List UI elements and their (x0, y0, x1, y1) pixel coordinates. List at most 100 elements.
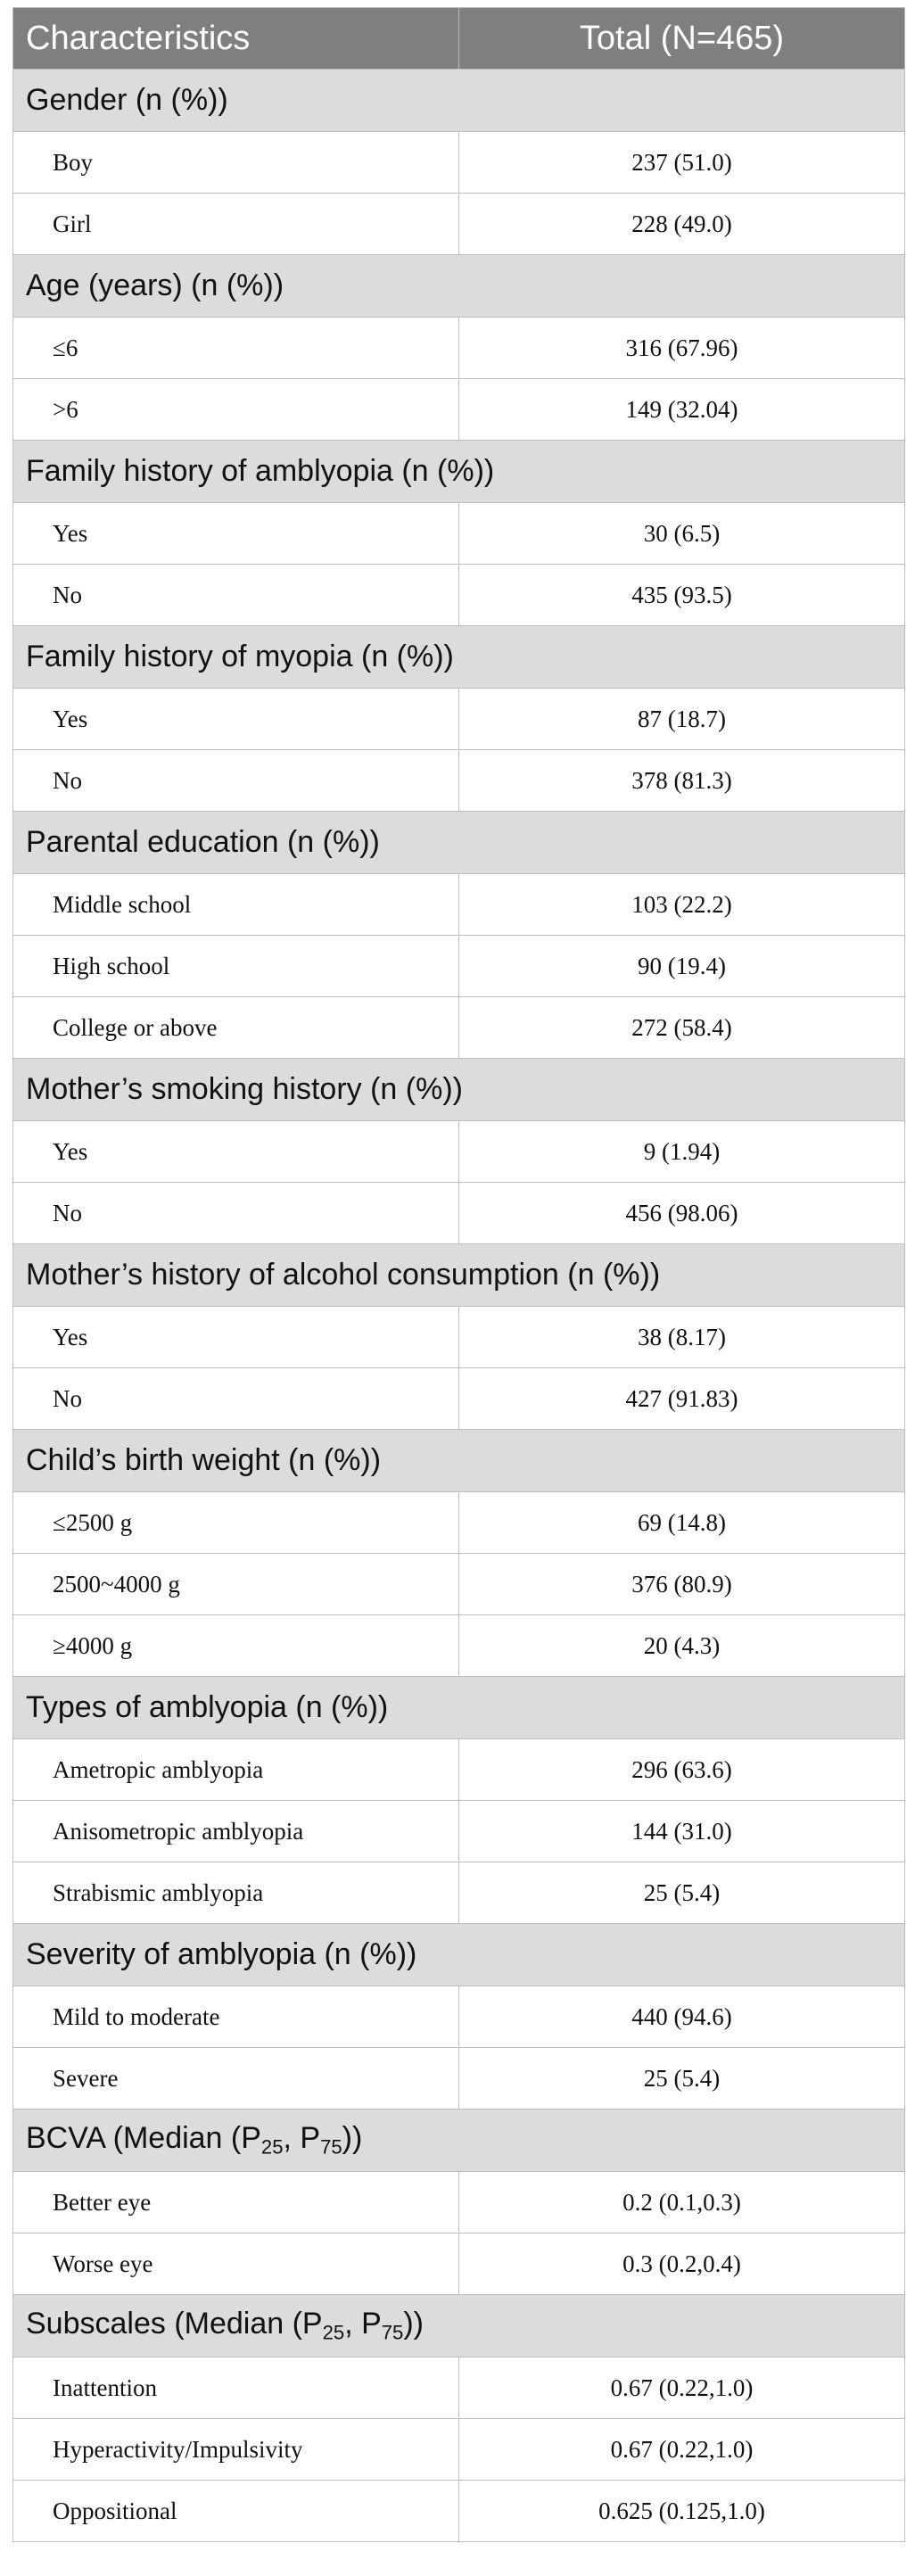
table-row: Hyperactivity/Impulsivity 0.67 (0.22,1.0) (12, 2418, 905, 2481)
row-value: 87 (18.7) (458, 688, 905, 750)
row-value: 378 (81.3) (458, 749, 905, 812)
header-total: Total (N=465) (458, 7, 905, 70)
characteristics-table-container: Characteristics Total (N=465) Gender (n … (12, 7, 905, 2542)
category-title-text: , P (283, 2121, 321, 2156)
row-label: Girl (12, 193, 459, 255)
table-row: Mild to moderate 440 (94.6) (12, 1986, 905, 2048)
category-row: Mother’s history of alcohol consumption … (12, 1243, 905, 1307)
row-value: 435 (93.5) (458, 564, 905, 626)
row-value: 0.2 (0.1,0.3) (458, 2171, 905, 2233)
category-row: Family history of myopia (n (%)) (12, 625, 905, 689)
table-row: Yes 38 (8.17) (12, 1306, 905, 1368)
row-label: 2500~4000 g (12, 1553, 459, 1615)
row-label: No (12, 564, 459, 626)
table-row: Girl 228 (49.0) (12, 193, 905, 255)
row-value: 38 (8.17) (458, 1306, 905, 1368)
row-value: 440 (94.6) (458, 1986, 905, 2048)
category-row: Types of amblyopia (n (%)) (12, 1676, 905, 1739)
row-label: No (12, 749, 459, 812)
row-label: Mild to moderate (12, 1986, 459, 2048)
table-row: No 435 (93.5) (12, 564, 905, 626)
category-title: Age (years) (n (%)) (12, 254, 905, 318)
header-characteristics: Characteristics (12, 7, 459, 70)
row-label: Ametropic amblyopia (12, 1738, 459, 1801)
category-title-text: , P (344, 2307, 382, 2341)
table-row: Boy 237 (51.0) (12, 131, 905, 194)
row-value: 0.67 (0.22,1.0) (458, 2357, 905, 2419)
category-row: Age (years) (n (%)) (12, 254, 905, 318)
category-title-subscript: 75 (320, 2135, 342, 2159)
table-header-row: Characteristics Total (N=465) (12, 7, 905, 70)
row-label: ≤2500 g (12, 1491, 459, 1554)
row-label: Yes (12, 1306, 459, 1368)
category-title: Mother’s smoking history (n (%)) (12, 1058, 905, 1121)
table-row: 2500~4000 g 376 (80.9) (12, 1553, 905, 1615)
category-title: BCVA (Median (P25, P75)) (12, 2109, 905, 2172)
row-value: 376 (80.9) (458, 1553, 905, 1615)
category-title: Types of amblyopia (n (%)) (12, 1676, 905, 1739)
table-row: Yes 9 (1.94) (12, 1120, 905, 1183)
row-label: Strabismic amblyopia (12, 1862, 459, 1924)
row-value: 427 (91.83) (458, 1367, 905, 1430)
category-row: Mother’s smoking history (n (%)) (12, 1058, 905, 1121)
row-value: 149 (32.04) (458, 378, 905, 441)
table-row: Worse eye 0.3 (0.2,0.4) (12, 2233, 905, 2295)
row-value: 296 (63.6) (458, 1738, 905, 1801)
category-title-subscript: 25 (322, 2321, 345, 2344)
category-row: Subscales (Median (P25, P75)) (12, 2294, 905, 2357)
table-row: Better eye 0.2 (0.1,0.3) (12, 2171, 905, 2233)
row-label: ≤6 (12, 317, 459, 379)
row-label: Better eye (12, 2171, 459, 2233)
row-value: 103 (22.2) (458, 873, 905, 936)
category-row: Parental education (n (%)) (12, 811, 905, 874)
table-row: No 378 (81.3) (12, 749, 905, 812)
row-value: 228 (49.0) (458, 193, 905, 255)
row-value: 0.3 (0.2,0.4) (458, 2233, 905, 2295)
table-row: ≥4000 g 20 (4.3) (12, 1614, 905, 1677)
row-label: Inattention (12, 2357, 459, 2419)
category-title-text: )) (342, 2121, 363, 2156)
category-title: Family history of amblyopia (n (%)) (12, 440, 905, 503)
row-label: Middle school (12, 873, 459, 936)
row-label: Oppositional (12, 2480, 459, 2542)
category-title: Subscales (Median (P25, P75)) (12, 2294, 905, 2357)
row-label: Yes (12, 688, 459, 750)
category-row: Gender (n (%)) (12, 69, 905, 132)
category-title-text: BCVA (Median (P (26, 2121, 261, 2156)
row-value: 237 (51.0) (458, 131, 905, 194)
category-title-text: Subscales (Median (P (26, 2307, 323, 2341)
category-title-subscript: 75 (381, 2321, 404, 2344)
table-body: Gender (n (%)) Boy 237 (51.0) Girl 228 (49.0… (12, 69, 905, 2542)
table-row: No 456 (98.06) (12, 1182, 905, 1244)
row-value: 30 (6.5) (458, 502, 905, 565)
category-title-subscript: 25 (260, 2135, 284, 2159)
category-row: Child’s birth weight (n (%)) (12, 1429, 905, 1492)
row-value: 90 (19.4) (458, 935, 905, 997)
category-title: Gender (n (%)) (12, 69, 905, 132)
row-value: 456 (98.06) (458, 1182, 905, 1244)
row-label: Boy (12, 131, 459, 194)
row-label: No (12, 1367, 459, 1430)
category-row: Family history of amblyopia (n (%)) (12, 440, 905, 503)
table-row: College or above 272 (58.4) (12, 996, 905, 1059)
table-row: Anisometropic amblyopia 144 (31.0) (12, 1800, 905, 1862)
row-value: 20 (4.3) (458, 1614, 905, 1677)
row-label: High school (12, 935, 459, 997)
table-row: Severe 25 (5.4) (12, 2047, 905, 2110)
row-label: No (12, 1182, 459, 1244)
category-title: Child’s birth weight (n (%)) (12, 1429, 905, 1492)
row-label: Hyperactivity/Impulsivity (12, 2418, 459, 2481)
category-row: BCVA (Median (P25, P75)) (12, 2109, 905, 2172)
row-value: 9 (1.94) (458, 1120, 905, 1183)
table-row: Strabismic amblyopia 25 (5.4) (12, 1862, 905, 1924)
category-title-text: )) (403, 2307, 424, 2341)
row-label: >6 (12, 378, 459, 441)
table-row: No 427 (91.83) (12, 1367, 905, 1430)
row-value: 316 (67.96) (458, 317, 905, 379)
row-value: 0.67 (0.22,1.0) (458, 2418, 905, 2481)
row-value: 144 (31.0) (458, 1800, 905, 1862)
category-title: Family history of myopia (n (%)) (12, 625, 905, 689)
category-row: Severity of amblyopia (n (%)) (12, 1923, 905, 1986)
table-row: High school 90 (19.4) (12, 935, 905, 997)
table-row: Oppositional 0.625 (0.125,1.0) (12, 2480, 905, 2542)
